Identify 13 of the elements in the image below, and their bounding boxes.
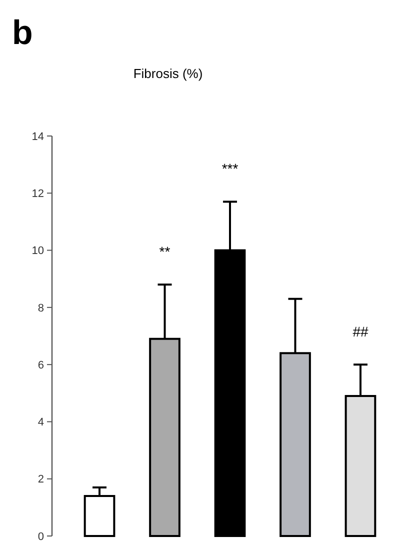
y-tick-label: 10	[32, 245, 44, 258]
y-tick-label: 12	[32, 188, 44, 200]
chart-title: b	[12, 14, 33, 52]
y-tick-label: 6	[38, 359, 44, 372]
annotation: **	[159, 244, 171, 260]
y-tick-label: 14	[32, 130, 44, 143]
y-tick-label: 0	[38, 530, 44, 543]
y-tick-label: 8	[38, 302, 44, 314]
annotation: ***	[222, 160, 239, 177]
y-tick-label: 2	[38, 474, 44, 486]
chart-subtitle: Fibrosis (%)	[133, 66, 203, 81]
y-tick-label: 4	[38, 416, 44, 429]
annotation: ##	[352, 324, 368, 340]
